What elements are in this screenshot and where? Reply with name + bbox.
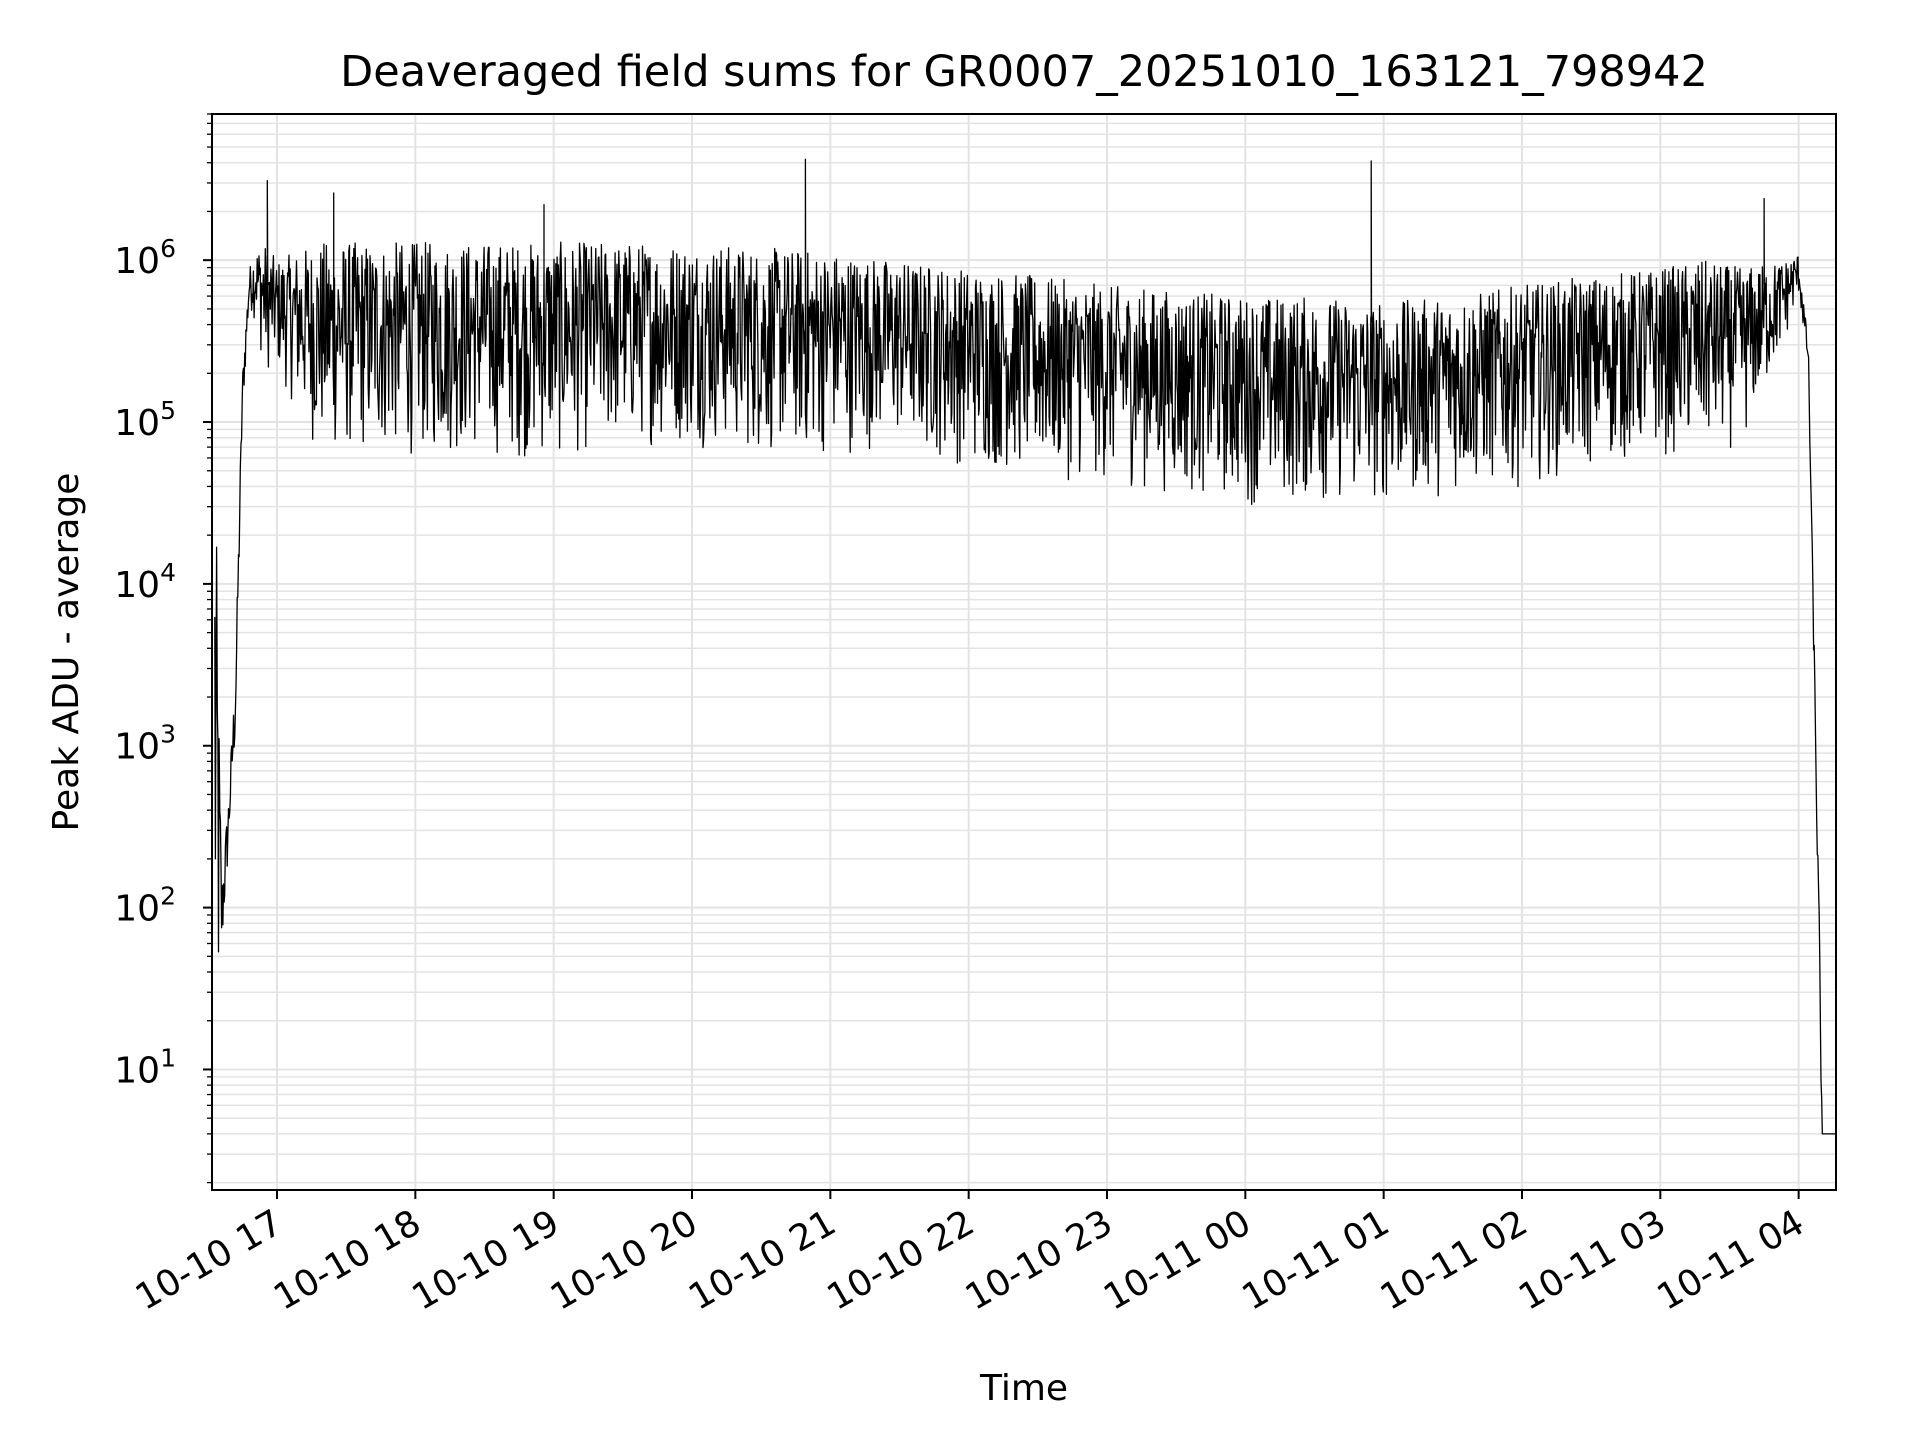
y-tick-label: 106 [114, 234, 176, 282]
plot-frame [211, 113, 1837, 1191]
y-axis: 101 102 103 104 105 106 [114, 113, 212, 1184]
y-tick-label: 104 [114, 558, 176, 606]
y-tick-label: 102 [114, 882, 176, 930]
y-axis-label: Peak ADU - average [46, 473, 87, 832]
y-tick-label: 101 [114, 1043, 176, 1091]
y-tick-label: 105 [114, 396, 176, 444]
data-series [214, 158, 1837, 1135]
series-line-peak-adu [214, 158, 1837, 1135]
grid [212, 113, 1836, 1190]
y-tick-label: 103 [114, 720, 176, 768]
x-axis-label: Time [979, 1368, 1068, 1409]
chart-title: Deaveraged field sums for GR0007_2025101… [340, 47, 1708, 97]
